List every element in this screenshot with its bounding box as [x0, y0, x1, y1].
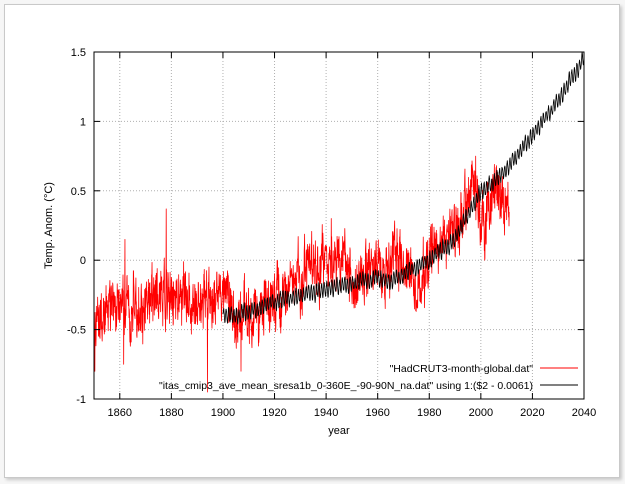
x-tick-label: 1860: [108, 407, 132, 419]
y-tick-label: 0: [80, 255, 86, 267]
legend: "HadCRUT3-month-global.dat" "itas_cmip3_…: [159, 363, 578, 392]
x-tick-label: 1980: [417, 407, 441, 419]
y-axis-label: Temp. Anom. (°C): [43, 182, 55, 269]
x-tick-label: 2000: [469, 407, 493, 419]
x-axis-label: year: [328, 425, 350, 437]
x-tick-label: 1960: [365, 407, 389, 419]
plot-area-border: [93, 51, 585, 400]
x-tick-label: 1940: [314, 407, 338, 419]
series-lines: [93, 51, 585, 393]
y-tick-label: 1: [80, 116, 86, 128]
y-tick-label: -0.5: [67, 325, 86, 337]
y-tick-label: -1: [76, 394, 86, 406]
grid-lines: [94, 52, 584, 399]
tick-labels: 1860 1880 1900 1920 1940 1960 1980 2000 2020 2040…: [67, 47, 596, 419]
x-tick-label: 2040: [572, 407, 596, 419]
series-line-cmip3: [222, 51, 585, 325]
y-tick-label: 1.5: [71, 47, 86, 59]
x-tick-label: 1900: [211, 407, 235, 419]
x-tick-label: 2020: [520, 407, 544, 419]
y-tick-label: 0.5: [71, 186, 86, 198]
series-line-hadcrut3: [93, 155, 510, 393]
x-tick-label: 1920: [262, 407, 286, 419]
legend-entry-hadcrut3: "HadCRUT3-month-global.dat": [390, 363, 534, 375]
x-tick-label: 1880: [159, 407, 183, 419]
axis-ticks: [94, 51, 585, 400]
legend-entry-cmip3: "itas_cmip3_ave_mean_sresa1b_0-360E_-90-…: [159, 380, 533, 392]
